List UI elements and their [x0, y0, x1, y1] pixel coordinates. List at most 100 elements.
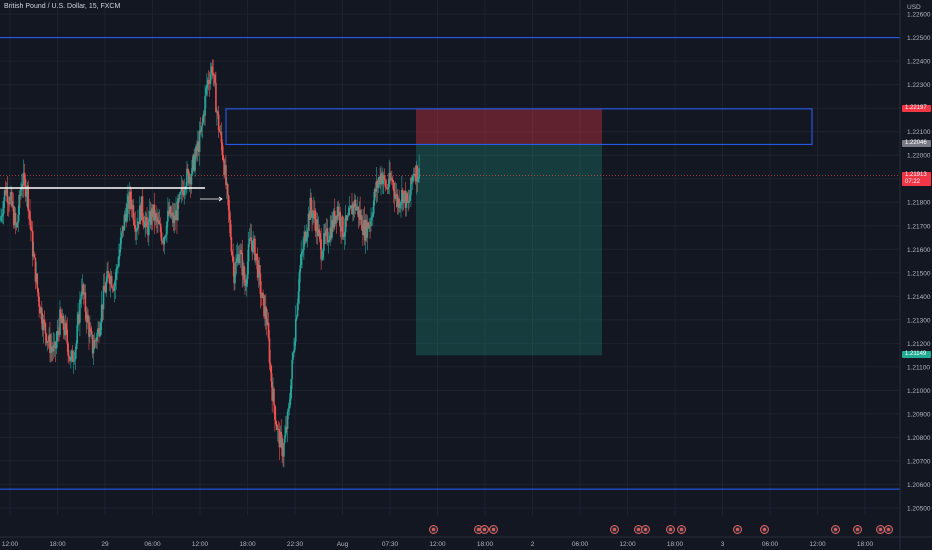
economic-event-icon[interactable]	[610, 525, 619, 534]
candle-body	[309, 197, 312, 220]
current-price-value: 1.21913	[905, 171, 927, 178]
candle-body	[304, 231, 306, 240]
candle-body	[301, 251, 303, 255]
candle-body	[226, 184, 228, 186]
candle-body	[75, 343, 78, 350]
candle-body	[224, 165, 226, 176]
candle-body	[106, 271, 108, 282]
price-axis[interactable]: 1.226001.225001.224001.223001.222001.221…	[899, 0, 931, 550]
candle-body	[345, 215, 348, 221]
candle-body	[295, 316, 298, 320]
time-tick-label: 3	[721, 541, 725, 548]
candle-body	[343, 232, 346, 237]
candle-body	[195, 146, 197, 157]
price-tick-label: 1.22500	[907, 35, 931, 42]
economic-event-icon[interactable]	[666, 525, 675, 534]
time-axis[interactable]: 12:00 18:00 29 06:00 12:00 18:00 22:30 Aug 07:30…	[0, 536, 932, 548]
candle-body	[171, 212, 174, 215]
symbol-title[interactable]: British Pound / U.S. Dollar, 15, FXCM	[4, 3, 121, 10]
candle-body	[99, 322, 102, 331]
candle-body	[89, 328, 91, 337]
economic-event-icon[interactable]	[853, 525, 862, 534]
candle-body	[298, 272, 301, 292]
candle-body	[329, 227, 332, 240]
candle-body	[391, 179, 394, 183]
economic-event-icon[interactable]	[429, 525, 438, 534]
candle-body	[63, 330, 66, 336]
candle-body	[313, 210, 316, 220]
economic-event-icon[interactable]	[641, 525, 650, 534]
candle-body	[206, 80, 209, 85]
candle-body	[135, 231, 137, 232]
time-tick-label: 12:00	[429, 541, 446, 548]
candle-body	[275, 424, 278, 430]
candle-body	[358, 210, 361, 218]
candle-body	[361, 215, 363, 231]
arrow-head-icon	[218, 196, 223, 202]
candle-body	[59, 309, 61, 335]
candle-body	[17, 215, 20, 223]
candle-body	[378, 177, 380, 183]
candle-body	[312, 214, 314, 219]
candle-body	[258, 265, 261, 274]
candle-body	[60, 309, 62, 319]
economic-event-icon[interactable]	[733, 525, 742, 534]
economic-event-icon[interactable]	[884, 525, 893, 534]
candle-body	[384, 180, 387, 188]
target-price-tag: 1.21149	[902, 351, 931, 359]
candle-body	[51, 348, 54, 352]
economic-event-icon[interactable]	[831, 525, 840, 534]
candle-body	[134, 225, 137, 232]
candle-body	[305, 236, 308, 242]
candle-body	[264, 306, 266, 317]
candle-body	[190, 173, 193, 185]
candle-body	[398, 198, 400, 208]
candle-body	[286, 411, 289, 429]
candle-body	[54, 342, 57, 349]
candle-body	[349, 207, 351, 209]
candle-body	[259, 273, 262, 295]
candle-body	[244, 279, 246, 287]
candle-body	[293, 350, 295, 354]
price-tick-label: 1.21100	[907, 364, 930, 371]
candle-body	[126, 204, 128, 222]
candle-body	[196, 146, 198, 152]
candle-body	[52, 345, 55, 352]
candle-body	[27, 185, 30, 211]
economic-event-icon[interactable]	[489, 525, 498, 534]
candle-body	[12, 205, 15, 226]
candle-body	[291, 359, 293, 379]
candle-body	[16, 222, 19, 228]
economic-event-icon[interactable]	[480, 525, 489, 534]
candle-body	[374, 189, 377, 192]
candle-body	[46, 341, 49, 343]
candle-body	[359, 210, 361, 220]
candle-body	[356, 206, 359, 209]
candle-body	[379, 177, 381, 185]
candle-body	[70, 350, 73, 358]
candle-body	[220, 131, 223, 143]
candle-body	[276, 428, 279, 430]
candle-body	[187, 170, 190, 184]
user-drawings[interactable]	[0, 187, 223, 202]
candle-body	[144, 221, 147, 228]
candle-body	[116, 267, 118, 270]
economic-event-icon[interactable]	[760, 525, 769, 534]
candle-body	[369, 225, 371, 227]
candle-body	[28, 210, 30, 212]
horizontal-levels[interactable]	[0, 37, 900, 490]
candle-body	[179, 191, 182, 194]
candle-body	[130, 199, 133, 210]
candle-body	[5, 189, 8, 194]
currency-label[interactable]: USD	[907, 4, 921, 11]
economic-event-icon[interactable]	[677, 525, 686, 534]
candle-body	[306, 230, 309, 237]
candle-body	[79, 299, 81, 323]
position-zones[interactable]	[225, 108, 813, 356]
candle-body	[92, 348, 95, 354]
candle-body	[141, 196, 144, 217]
candle-body	[99, 330, 101, 337]
candle-body	[15, 223, 18, 228]
candle-body	[221, 142, 224, 155]
